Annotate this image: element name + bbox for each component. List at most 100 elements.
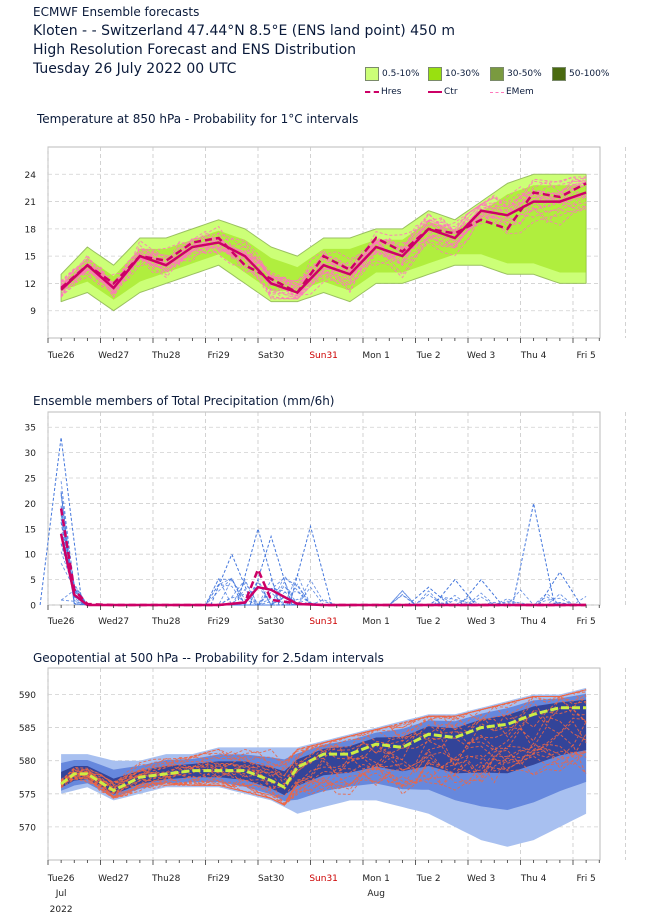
x-tick-label: Tue 2: [416, 617, 441, 627]
z500-member-line: [60, 721, 587, 797]
legend-label: EMem: [506, 87, 534, 97]
x-tick-label: Wed 3: [467, 617, 495, 627]
x-tick-label: Mon 1: [362, 617, 390, 627]
x-tick-label: Thu 4: [520, 617, 547, 627]
y-tick-label: 590: [19, 691, 36, 701]
legend-line-ctr: Ctr: [428, 87, 458, 97]
legend-item-0-10: 0.5-10%: [365, 67, 420, 81]
precip-member-peak: [236, 526, 280, 606]
legend-label: 10-30%: [445, 69, 480, 79]
legend-line-hres: Hres: [365, 87, 402, 97]
x-tick-label: Sun31: [309, 617, 338, 627]
x-tick-label: Tue26: [47, 874, 75, 884]
legend-line-dash: [490, 91, 504, 93]
chart-title: Geopotential at 500 hPa -- Probability f…: [33, 651, 384, 665]
y-tick-label: 575: [19, 790, 36, 800]
prob-band-0-5-10: [60, 173, 587, 312]
x-tick-label: Sat30: [258, 874, 284, 884]
y-tick-label: 30: [25, 449, 37, 459]
y-tick-label: 9: [30, 307, 36, 317]
z500-member-line: [60, 691, 587, 784]
ensemble-member-line: [60, 180, 587, 297]
x-tick-label: Fri 5: [576, 351, 595, 361]
x-tick-label: Sat30: [258, 617, 284, 627]
z500-member-line: [60, 748, 587, 806]
z500-member-line: [60, 744, 587, 806]
y-tick-label: 580: [19, 757, 36, 767]
y-tick-label: 24: [25, 171, 37, 181]
x-tick-label: Tue26: [47, 351, 75, 361]
precip-member-peak: [39, 437, 83, 606]
y-tick-label: 21: [25, 198, 36, 208]
x-tick-label: Tue 2: [416, 351, 441, 361]
precip-member-peak: [538, 571, 582, 606]
x-tick-label: Fri 5: [576, 874, 595, 884]
x-month-label: Jul: [55, 889, 67, 899]
plot-frame: [47, 411, 601, 606]
ensemble-member-line: [60, 182, 587, 291]
legend-label: 30-50%: [507, 69, 542, 79]
y-tick-label: 20: [25, 500, 37, 510]
precip-member-peak: [512, 503, 556, 606]
ensemble-member-line: [60, 194, 587, 297]
chart-panel-1: Ensemble members of Total Precipitation …: [25, 394, 626, 627]
ensemble-member-line: [60, 180, 587, 289]
z500-member-line: [60, 733, 587, 806]
y-tick-label: 15: [25, 253, 36, 263]
chart-title: Temperature at 850 hPa - Probability for…: [36, 112, 358, 126]
precip-member-peak: [407, 586, 450, 606]
z500-member-line: [60, 695, 587, 788]
y-tick-label: 15: [25, 525, 36, 535]
x-tick-label: Thu 4: [520, 874, 547, 884]
header-location: Kloten - - Switzerland 47.44°N 8.5°E (EN…: [33, 23, 455, 39]
chart-panel-2: Geopotential at 500 hPa -- Probability f…: [19, 651, 626, 884]
header-source: ECMWF Ensemble forecasts: [33, 5, 200, 19]
z500-member-line: [60, 696, 587, 787]
x-tick-label: Sun31: [309, 351, 338, 361]
z500-member-line: [60, 694, 587, 790]
prob-band-inner: [61, 699, 587, 796]
x-tick-label: Mon 1: [362, 351, 390, 361]
x-month-label: Aug: [367, 889, 385, 899]
legend-line-emem: EMem: [490, 87, 534, 97]
x-tick-label: Wed 3: [467, 351, 495, 361]
hres-line: [60, 182, 587, 295]
z500-member-line: [60, 755, 587, 806]
legend-item-10-30: 10-30%: [428, 67, 480, 81]
chart-title: Ensemble members of Total Precipitation …: [33, 394, 335, 408]
x-tick-label: Sat30: [258, 351, 284, 361]
legend-item-30-50: 30-50%: [490, 67, 542, 81]
x-tick-label: Wed27: [98, 351, 129, 361]
z500-member-line: [60, 689, 587, 784]
y-tick-label: 5: [30, 576, 36, 586]
y-tick-label: 12: [25, 280, 36, 290]
header-date: Tuesday 26 July 2022 00 UTC: [33, 61, 237, 77]
legend-swatch: [490, 67, 504, 81]
legend-line-solid: [428, 91, 442, 93]
ensemble-member-line: [60, 180, 587, 289]
x-tick-label: Mon 1: [362, 874, 390, 884]
ctr-line: [60, 706, 587, 793]
z500-member-line: [60, 742, 587, 806]
x-tick-label: Wed 3: [467, 874, 495, 884]
x-tick-label: Fri 5: [576, 617, 595, 627]
x-tick-label: Thu28: [151, 351, 181, 361]
legend-label: 0.5-10%: [382, 69, 420, 79]
precip-member-peak: [289, 524, 332, 606]
x-tick-label: Wed27: [98, 617, 129, 627]
ensemble-member-line: [60, 205, 587, 300]
legend-label: 50-100%: [569, 69, 610, 79]
y-tick-label: 0: [30, 602, 36, 612]
x-tick-label: Fri29: [208, 874, 230, 884]
y-tick-label: 570: [19, 823, 36, 833]
z500-member-line: [60, 709, 587, 794]
precip-member-peak: [433, 578, 477, 606]
x-tick-label: Wed27: [98, 874, 129, 884]
legend-item-50-100: 50-100%: [552, 67, 609, 81]
x-tick-label: Thu28: [151, 617, 181, 627]
y-tick-label: 35: [25, 424, 36, 434]
x-tick-label: Thu 4: [520, 351, 547, 361]
chart-panel-0: Temperature at 850 hPa - Probability for…: [25, 112, 626, 361]
y-tick-label: 18: [25, 225, 37, 235]
